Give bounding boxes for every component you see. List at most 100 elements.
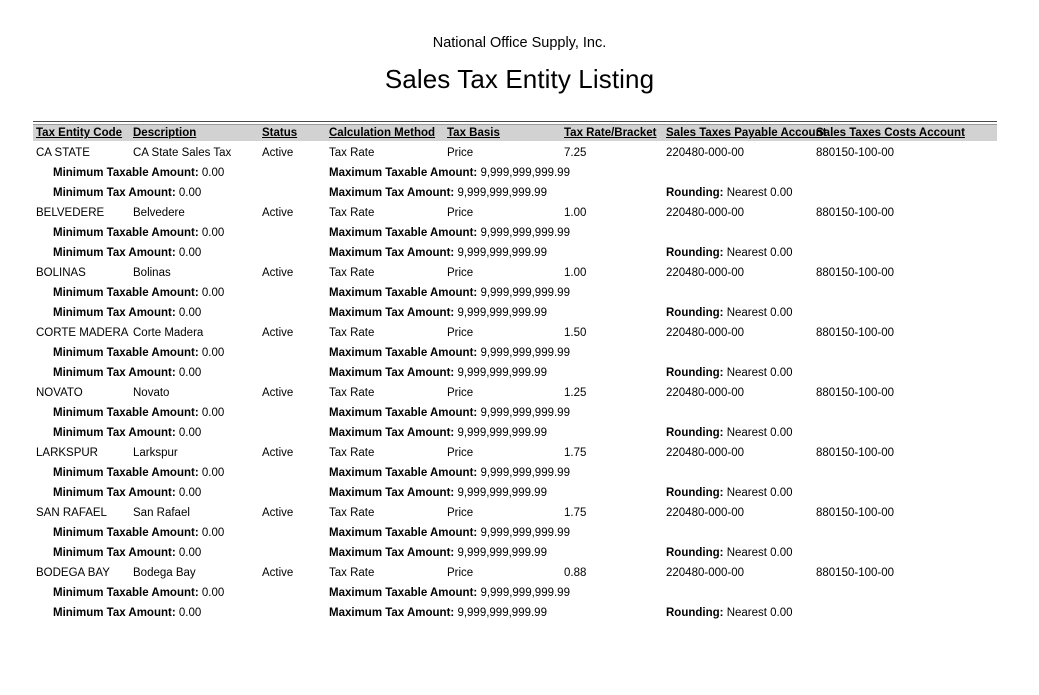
minimum-tax-amount: Minimum Tax Amount: 0.00	[53, 365, 201, 381]
rounding: Rounding: Nearest 0.00	[666, 605, 793, 621]
minimum-tax-amount-label: Minimum Tax Amount:	[53, 487, 179, 499]
header-divider-rules	[33, 121, 997, 125]
minimum-tax-amount-value: 0.00	[178, 487, 202, 499]
table-row[interactable]: BOLINAS Bolinas Active Tax Rate Price 1.00 220…	[33, 265, 997, 325]
maximum-taxable-amount-label: Maximum Taxable Amount:	[329, 347, 481, 359]
maximum-tax-amount: Maximum Tax Amount: 9,999,999,999.99	[329, 245, 547, 261]
minimum-tax-amount-value: 0.00	[178, 547, 202, 559]
cell-tax-rate-bracket: 7.25	[564, 147, 587, 159]
minimum-taxable-amount: Minimum Taxable Amount: 0.00	[53, 585, 224, 601]
page-title: Sales Tax Entity Listing	[384, 64, 655, 94]
minimum-tax-amount-label: Minimum Tax Amount:	[53, 187, 179, 199]
entity-tax-amount-line: Minimum Tax Amount: 0.00 Maximum Tax Amou…	[33, 305, 997, 325]
cell-tax-rate-bracket: 1.50	[564, 327, 587, 339]
maximum-taxable-amount: Maximum Taxable Amount: 9,999,999,999.99	[329, 285, 570, 301]
rounding-label: Rounding:	[666, 427, 727, 439]
entity-main-line: CA STATE CA State Sales Tax Active Tax Rate…	[33, 145, 997, 165]
maximum-tax-amount-value: 9,999,999,999.99	[457, 247, 547, 259]
table-row[interactable]: BODEGA BAY Bodega Bay Active Tax Rate Price 0…	[33, 565, 997, 625]
cell-description: Larkspur	[133, 447, 178, 459]
cell-sales-taxes-costs-account: 880150-100-00	[816, 507, 895, 519]
maximum-taxable-amount: Maximum Taxable Amount: 9,999,999,999.99	[329, 405, 570, 421]
table-row[interactable]: CA STATE CA State Sales Tax Active Tax Rate…	[33, 145, 997, 205]
cell-sales-taxes-costs-account: 880150-100-00	[816, 267, 895, 279]
cell-sales-taxes-payable-account: 220480-000-00	[666, 387, 745, 399]
rounding: Rounding: Nearest 0.00	[666, 485, 793, 501]
minimum-taxable-amount: Minimum Taxable Amount: 0.00	[53, 225, 224, 241]
rounding-value: Nearest 0.00	[726, 427, 793, 439]
maximum-taxable-amount-value: 9,999,999,999.99	[480, 167, 570, 179]
table-row[interactable]: BELVEDERE Belvedere Active Tax Rate Price 1.0…	[33, 205, 997, 265]
entity-main-line: LARKSPUR Larkspur Active Tax Rate Price 1.75 2…	[33, 445, 997, 465]
cell-tax-entity-code: LARKSPUR	[36, 447, 98, 459]
cell-sales-taxes-costs-account: 880150-100-00	[816, 207, 895, 219]
entity-main-line: BELVEDERE Belvedere Active Tax Rate Price 1.0…	[33, 205, 997, 225]
minimum-taxable-amount-label: Minimum Taxable Amount:	[53, 347, 202, 359]
maximum-taxable-amount-label: Maximum Taxable Amount:	[329, 527, 481, 539]
maximum-taxable-amount-value: 9,999,999,999.99	[480, 467, 570, 479]
maximum-tax-amount-value: 9,999,999,999.99	[457, 547, 547, 559]
cell-calculation-method: Tax Rate	[329, 387, 375, 399]
minimum-taxable-amount-label: Minimum Taxable Amount:	[53, 467, 202, 479]
minimum-tax-amount-label: Minimum Tax Amount:	[53, 427, 179, 439]
minimum-tax-amount: Minimum Tax Amount: 0.00	[53, 245, 201, 261]
cell-tax-entity-code: NOVATO	[36, 387, 83, 399]
cell-tax-entity-code: BOLINAS	[36, 267, 86, 279]
minimum-taxable-amount-value: 0.00	[201, 167, 225, 179]
maximum-tax-amount: Maximum Tax Amount: 9,999,999,999.99	[329, 605, 547, 621]
minimum-tax-amount-value: 0.00	[178, 307, 202, 319]
rounding-label: Rounding:	[666, 187, 727, 199]
cell-calculation-method: Tax Rate	[329, 267, 375, 279]
minimum-tax-amount: Minimum Tax Amount: 0.00	[53, 305, 201, 321]
maximum-taxable-amount-label: Maximum Taxable Amount:	[329, 587, 481, 599]
table-row[interactable]: LARKSPUR Larkspur Active Tax Rate Price 1.75 2…	[33, 445, 997, 505]
minimum-taxable-amount: Minimum Taxable Amount: 0.00	[53, 285, 224, 301]
minimum-tax-amount: Minimum Tax Amount: 0.00	[53, 185, 201, 201]
maximum-taxable-amount-value: 9,999,999,999.99	[480, 227, 570, 239]
minimum-taxable-amount: Minimum Taxable Amount: 0.00	[53, 405, 224, 421]
entity-tax-amount-line: Minimum Tax Amount: 0.00 Maximum Tax Amou…	[33, 245, 997, 265]
cell-tax-basis: Price	[447, 147, 474, 159]
minimum-tax-amount: Minimum Tax Amount: 0.00	[53, 605, 201, 621]
maximum-tax-amount: Maximum Tax Amount: 9,999,999,999.99	[329, 425, 547, 441]
entity-tax-amount-line: Minimum Tax Amount: 0.00 Maximum Tax Amou…	[33, 605, 997, 625]
table-row[interactable]: SAN RAFAEL San Rafael Active Tax Rate Price 1…	[33, 505, 997, 565]
minimum-tax-amount-value: 0.00	[178, 367, 202, 379]
maximum-tax-amount-value: 9,999,999,999.99	[457, 187, 547, 199]
cell-description: San Rafael	[133, 507, 190, 519]
maximum-tax-amount-label: Maximum Tax Amount:	[329, 487, 458, 499]
maximum-taxable-amount: Maximum Taxable Amount: 9,999,999,999.99	[329, 525, 570, 541]
entity-tax-amount-line: Minimum Tax Amount: 0.00 Maximum Tax Amou…	[33, 365, 997, 385]
maximum-tax-amount-label: Maximum Tax Amount:	[329, 367, 458, 379]
rounding: Rounding: Nearest 0.00	[666, 425, 793, 441]
minimum-taxable-amount-label: Minimum Taxable Amount:	[53, 407, 202, 419]
minimum-taxable-amount-value: 0.00	[201, 287, 225, 299]
rounding-value: Nearest 0.00	[726, 547, 793, 559]
cell-status: Active	[262, 447, 294, 459]
entity-main-line: NOVATO Novato Active Tax Rate Price 1.25 22048…	[33, 385, 997, 405]
maximum-taxable-amount-label: Maximum Taxable Amount:	[329, 467, 481, 479]
maximum-taxable-amount-value: 9,999,999,999.99	[480, 287, 570, 299]
maximum-tax-amount: Maximum Tax Amount: 9,999,999,999.99	[329, 365, 547, 381]
minimum-taxable-amount-value: 0.00	[201, 347, 225, 359]
column-header-tax-entity-code: Tax Entity Code	[36, 127, 123, 139]
minimum-tax-amount-label: Minimum Tax Amount:	[53, 607, 179, 619]
cell-tax-entity-code: CA STATE	[36, 147, 90, 159]
table-row[interactable]: NOVATO Novato Active Tax Rate Price 1.25 22048…	[33, 385, 997, 445]
rounding: Rounding: Nearest 0.00	[666, 365, 793, 381]
minimum-tax-amount-label: Minimum Tax Amount:	[53, 307, 179, 319]
cell-calculation-method: Tax Rate	[329, 207, 375, 219]
cell-tax-rate-bracket: 1.75	[564, 447, 587, 459]
sales-tax-entity-table: Tax Entity Code Description Status Calcu…	[33, 125, 997, 625]
cell-tax-entity-code: BODEGA BAY	[36, 567, 110, 579]
entity-taxable-amount-line: Minimum Taxable Amount: 0.00 Maximum Taxa…	[33, 585, 997, 605]
rounding: Rounding: Nearest 0.00	[666, 245, 793, 261]
minimum-taxable-amount-value: 0.00	[201, 587, 225, 599]
entity-tax-amount-line: Minimum Tax Amount: 0.00 Maximum Tax Amou…	[33, 185, 997, 205]
cell-tax-basis: Price	[447, 387, 474, 399]
table-body: CA STATE CA State Sales Tax Active Tax Rate…	[33, 141, 997, 625]
rounding-value: Nearest 0.00	[726, 367, 793, 379]
minimum-tax-amount-label: Minimum Tax Amount:	[53, 547, 179, 559]
table-row[interactable]: CORTE MADERA Corte Madera Active Tax Rate Pr…	[33, 325, 997, 385]
